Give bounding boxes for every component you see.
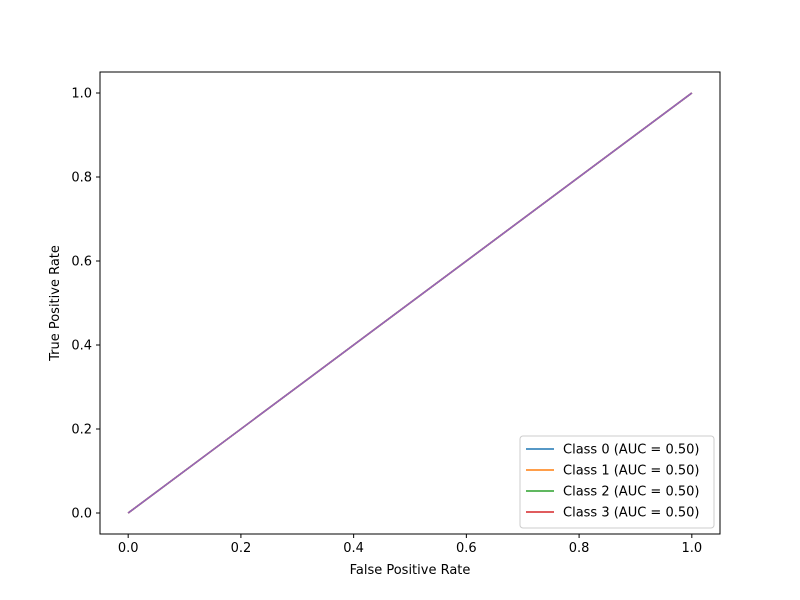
- y-axis-label: True Positive Rate: [48, 245, 63, 362]
- legend-label-3: Class 3 (AUC = 0.50): [563, 506, 699, 521]
- legend-box: [519, 435, 715, 529]
- y-tick-label: 0.6: [71, 255, 92, 270]
- legend-label-2: Class 2 (AUC = 0.50): [563, 485, 699, 500]
- series-line-4: [127, 92, 693, 514]
- y-axis-ticks: 0.0 0.2 0.4 0.6 0.8 1.0: [71, 87, 100, 522]
- x-tick-label: 1.0: [681, 541, 702, 556]
- x-axis-ticks: 0.0 0.2 0.4 0.6 0.8 1.0: [118, 534, 702, 556]
- y-tick-label: 1.0: [71, 87, 92, 102]
- series-layer: [127, 92, 693, 514]
- x-tick-label: 0.0: [118, 541, 139, 556]
- y-tick-label: 0.2: [71, 423, 92, 438]
- x-tick-label: 0.4: [343, 541, 364, 556]
- axes-frame: [99, 71, 721, 535]
- y-tick-label: 0.0: [71, 507, 92, 522]
- x-tick-label: 0.6: [456, 541, 477, 556]
- x-axis-label: False Positive Rate: [350, 563, 471, 578]
- y-tick-label: 0.8: [71, 171, 92, 186]
- y-tick-label: 0.4: [71, 339, 92, 354]
- x-tick-label: 0.2: [231, 541, 252, 556]
- x-tick-label: 0.8: [569, 541, 590, 556]
- legend-label-1: Class 1 (AUC = 0.50): [563, 464, 699, 479]
- legend-label-0: Class 0 (AUC = 0.50): [563, 443, 699, 458]
- legend: Class 0 (AUC = 0.50) Class 1 (AUC = 0.50)…: [519, 435, 715, 529]
